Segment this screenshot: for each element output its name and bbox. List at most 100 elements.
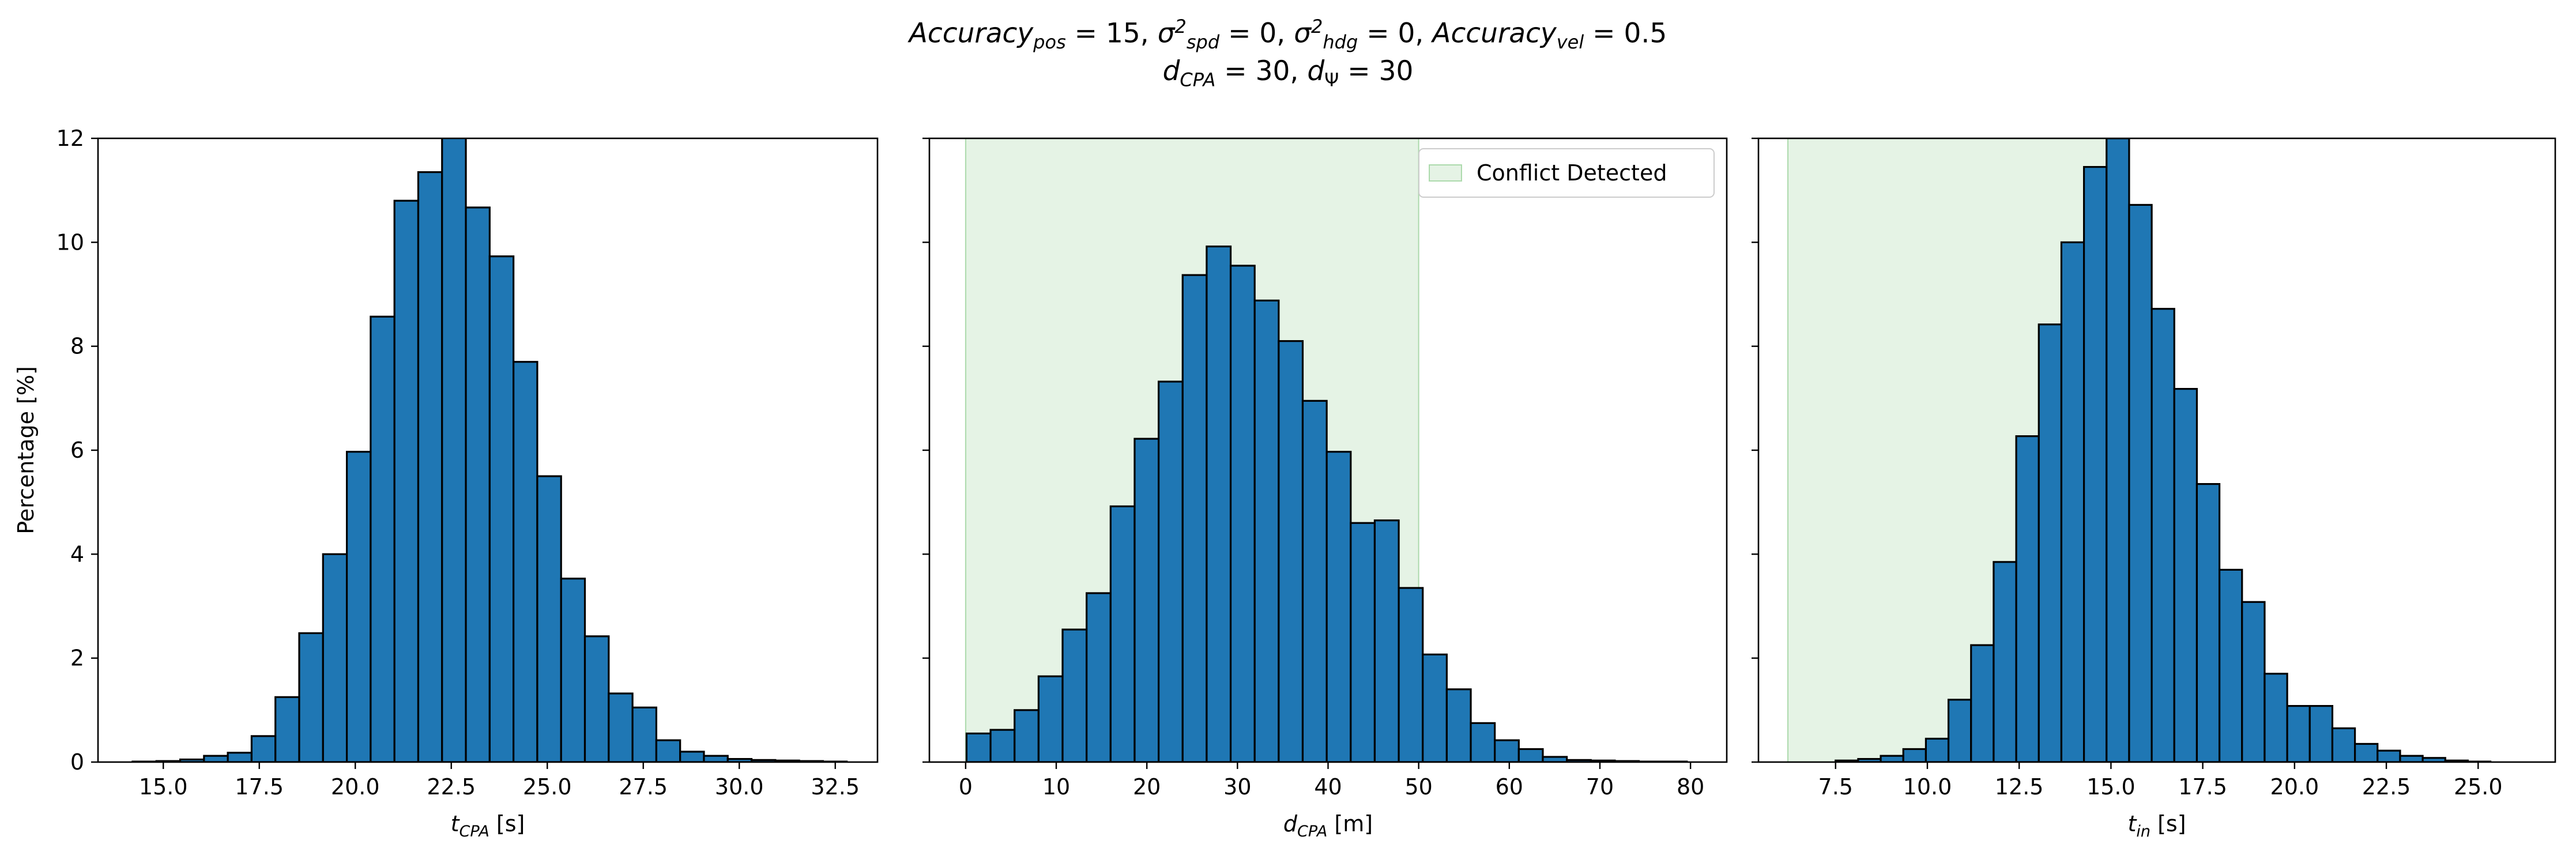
histogram-bar — [1880, 755, 1904, 762]
x-tick-label: 80 — [1677, 774, 1704, 800]
histogram-bar — [1902, 748, 1927, 762]
x-axis-label: dCPA [m] — [1283, 811, 1373, 840]
x-axis-label-main: d — [1283, 811, 1298, 836]
histogram-bar — [1229, 265, 1256, 762]
histogram-bar — [1325, 451, 1352, 762]
y-tick-label: 4 — [70, 541, 84, 567]
x-tick-label: 25.0 — [523, 774, 572, 800]
histogram-bar — [370, 315, 396, 762]
title-sigma-hdg-sub: hdg — [1323, 31, 1358, 54]
y-tick-label: 8 — [70, 334, 84, 359]
x-tick-label: 30 — [1223, 774, 1251, 800]
histogram-bar — [2308, 705, 2334, 762]
histogram-bar — [679, 751, 705, 762]
title-acc-vel: Accuracy — [1432, 17, 1557, 50]
histogram-bar — [1037, 675, 1064, 762]
x-tick-label: 22.5 — [427, 774, 476, 800]
figure-title-line1: Accuracypos = 15, σ2spd = 0, σ2hdg = 0, … — [0, 17, 2576, 51]
histogram-bar — [2218, 568, 2243, 762]
x-tick-label: 20 — [1133, 774, 1161, 800]
histogram-bar — [1517, 748, 1544, 762]
plot-area — [1787, 138, 2492, 762]
x-tick-label: 50 — [1404, 774, 1432, 800]
title-sigma-spd-val: = 0, — [1219, 17, 1294, 50]
histogram-bar — [1061, 628, 1088, 762]
x-tick-label: 10 — [1042, 774, 1070, 800]
histogram-bar — [560, 578, 586, 762]
histogram-bar — [1970, 644, 1995, 762]
histogram-bar — [1206, 245, 1232, 762]
histogram-bar — [2399, 755, 2424, 762]
histogram-bar — [2038, 323, 2063, 762]
x-tick-label: 10.0 — [1903, 774, 1952, 800]
x-tick-label: 0 — [959, 774, 973, 800]
legend-box — [1418, 148, 1715, 198]
histogram-bar — [203, 755, 229, 762]
histogram-bar — [2331, 727, 2356, 762]
x-tick-label: 12.5 — [1995, 774, 2044, 800]
histogram-bar — [1542, 756, 1568, 762]
histogram-bar — [1993, 561, 2017, 762]
x-tick-label: 20.0 — [2270, 774, 2319, 800]
histogram-bar — [2353, 742, 2379, 762]
histogram-bar — [417, 171, 443, 762]
histogram-bar — [1253, 299, 1280, 762]
histogram-bar — [1947, 699, 1972, 762]
histogram-bar — [1181, 274, 1208, 762]
title-acc-pos-val: = 15, — [1065, 17, 1158, 50]
histogram-bar — [1158, 380, 1184, 762]
histogram-bar — [488, 255, 515, 762]
plot-area — [131, 138, 848, 762]
x-axis-label: tin [s] — [2127, 811, 2186, 840]
title-acc-pos-sub: pos — [1033, 31, 1066, 54]
histogram-bar — [1278, 340, 1304, 762]
histogram-bar — [583, 635, 610, 762]
histogram-bar — [2106, 138, 2130, 762]
title-d-psi-val: = 30 — [1339, 55, 1414, 87]
histogram-bar — [2173, 388, 2198, 762]
histogram-panel-3: 7.5 10.0 12.5 15.0 17.5 20.0 22.5 25.0 tin [s] — [1752, 137, 2556, 840]
y-tick-label: 12 — [57, 126, 84, 151]
histogram-bar — [2060, 241, 2085, 762]
histogram-bar — [1301, 399, 1328, 762]
title-acc-vel-sub: vel — [1556, 31, 1584, 54]
histogram-bar — [2082, 165, 2108, 762]
x-tick-label: 40 — [1314, 774, 1342, 800]
x-axis-label-unit: [s] — [2151, 811, 2186, 836]
y-tick-label: 6 — [70, 438, 84, 463]
histogram-bar — [989, 729, 1016, 762]
title-d-psi-sub: Ψ — [1324, 69, 1339, 91]
x-tick-label: 22.5 — [2362, 774, 2411, 800]
histogram-bar — [322, 553, 348, 762]
x-tick-label: 32.5 — [811, 774, 860, 800]
x-tick-label: 70 — [1586, 774, 1614, 800]
x-tick-label: 25.0 — [2454, 774, 2503, 800]
histogram-bar — [513, 361, 538, 762]
figure-title-line2: dCPA = 30, dΨ = 30 — [0, 58, 2576, 89]
histogram-bar — [703, 755, 729, 762]
histogram-bar — [393, 199, 420, 762]
histogram-bar — [608, 692, 634, 762]
histogram-bar — [2128, 203, 2153, 762]
legend-swatch — [1429, 164, 1462, 182]
title-d-cpa-sub: CPA — [1180, 69, 1216, 91]
histogram-bar — [2241, 601, 2266, 762]
histogram-bar — [1014, 709, 1040, 762]
title-acc-pos: Accuracy — [909, 17, 1034, 50]
histogram-bar — [2264, 673, 2288, 762]
title-d-cpa: d — [1162, 55, 1180, 87]
x-tick-label: 7.5 — [1818, 774, 1853, 800]
legend-label: Conflict Detected — [1477, 160, 1667, 186]
histogram-bar — [1398, 587, 1424, 762]
x-axis-label-sub: in — [2136, 823, 2151, 840]
title-sigma-hdg-val: = 0, — [1358, 17, 1433, 50]
histogram-bar — [1086, 592, 1112, 762]
x-axis-label-sub: CPA — [1297, 823, 1327, 840]
title-sigma-spd-sub: spd — [1186, 31, 1220, 54]
histogram-bar — [227, 752, 253, 762]
histogram-bar — [1422, 653, 1448, 762]
x-tick-label: 27.5 — [619, 774, 668, 800]
histogram-bar — [1350, 522, 1376, 762]
histogram-bar — [1445, 688, 1472, 762]
